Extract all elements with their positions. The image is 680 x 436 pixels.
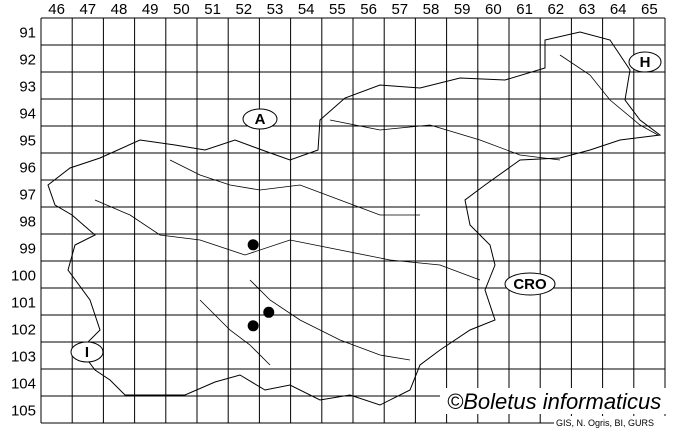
column-label: 52 (235, 1, 252, 18)
row-label: 102 (11, 322, 36, 339)
column-label: 50 (173, 1, 190, 18)
column-label: 64 (610, 1, 627, 18)
column-label: 56 (360, 1, 377, 18)
country-label-croatia: CRO (504, 272, 556, 296)
label-italy: I (85, 344, 89, 361)
column-label: 57 (391, 1, 408, 18)
row-label: 100 (11, 268, 36, 285)
row-label: 97 (19, 187, 36, 204)
column-label: 58 (423, 1, 440, 18)
row-label: 99 (19, 241, 36, 258)
credit-text: GIS, N. Ogris, BI, GURS (556, 418, 654, 428)
label-hungary: H (640, 54, 651, 71)
column-label: 49 (142, 1, 159, 18)
column-label: 63 (579, 1, 596, 18)
column-label: 46 (48, 1, 65, 18)
row-label: 105 (11, 403, 36, 420)
column-label: 61 (516, 1, 533, 18)
row-label: 92 (19, 52, 36, 69)
column-label: 51 (204, 1, 221, 18)
column-labels: 46 47 48 49 50 51 52 53 54 55 56 57 58 59 60 61 62 63 64 65 (48, 1, 657, 18)
column-label: 55 (329, 1, 346, 18)
record-point (247, 239, 259, 251)
row-label: 94 (19, 106, 36, 123)
country-label-italy: I (70, 341, 104, 363)
record-points (247, 239, 275, 332)
row-label: 104 (11, 376, 36, 393)
column-label: 54 (298, 1, 315, 18)
label-croatia: CRO (513, 276, 547, 293)
label-austria: A (255, 111, 266, 128)
column-label: 65 (641, 1, 658, 18)
row-labels: 91 92 93 94 95 96 97 98 99 100 101 102 103 104 105 (11, 25, 36, 420)
column-label: 59 (454, 1, 471, 18)
country-label-austria: A (242, 108, 278, 130)
column-label: 47 (79, 1, 96, 18)
column-label: 62 (547, 1, 564, 18)
column-label: 60 (485, 1, 502, 18)
row-label: 101 (11, 295, 36, 312)
row-label: 95 (19, 133, 36, 150)
row-label: 91 (19, 25, 36, 42)
grid-lines (40, 17, 666, 424)
rivers (94, 54, 659, 366)
country-border (47, 31, 662, 406)
row-label: 98 (19, 214, 36, 231)
row-label: 93 (19, 79, 36, 96)
column-label: 53 (267, 1, 284, 18)
country-label-hungary: H (628, 51, 662, 73)
row-label: 103 (11, 349, 36, 366)
column-label: 48 (111, 1, 128, 18)
row-label: 96 (19, 160, 36, 177)
record-point (247, 320, 259, 332)
record-point (263, 306, 275, 318)
copyright-text: ©Boletus informaticus (447, 389, 661, 414)
